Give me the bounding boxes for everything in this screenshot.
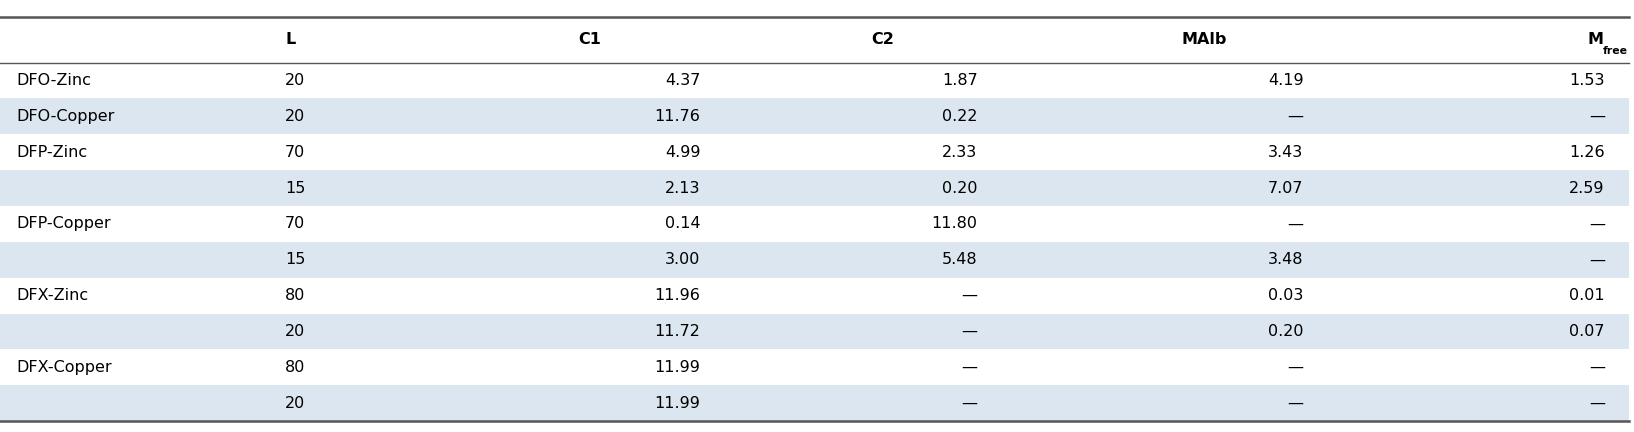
Text: L: L bbox=[284, 32, 296, 48]
Text: —: — bbox=[961, 288, 977, 303]
Text: —: — bbox=[1288, 396, 1304, 411]
Text: —: — bbox=[1288, 109, 1304, 124]
Text: 11.76: 11.76 bbox=[655, 109, 701, 124]
Text: 11.99: 11.99 bbox=[655, 360, 701, 375]
Text: —: — bbox=[1588, 216, 1605, 232]
Text: 5.48: 5.48 bbox=[941, 252, 977, 267]
Text: 80: 80 bbox=[284, 288, 306, 303]
Text: MAlb: MAlb bbox=[1181, 32, 1227, 48]
Text: DFO-Zinc: DFO-Zinc bbox=[16, 73, 92, 88]
Bar bbox=[0, 385, 1629, 421]
Text: 0.01: 0.01 bbox=[1569, 288, 1605, 303]
Text: 2.59: 2.59 bbox=[1569, 181, 1605, 196]
Text: —: — bbox=[1288, 216, 1304, 232]
Text: 20: 20 bbox=[284, 324, 306, 339]
Text: 11.80: 11.80 bbox=[931, 216, 977, 232]
Bar bbox=[0, 242, 1629, 278]
Text: —: — bbox=[1588, 360, 1605, 375]
Text: —: — bbox=[1588, 252, 1605, 267]
Bar bbox=[0, 206, 1629, 242]
Text: C2: C2 bbox=[871, 32, 894, 48]
Text: 20: 20 bbox=[284, 109, 306, 124]
Text: 0.03: 0.03 bbox=[1268, 288, 1304, 303]
Text: 70: 70 bbox=[284, 145, 306, 160]
Text: 11.99: 11.99 bbox=[655, 396, 701, 411]
Text: —: — bbox=[1288, 360, 1304, 375]
Text: 1.53: 1.53 bbox=[1569, 73, 1605, 88]
Bar bbox=[0, 134, 1629, 170]
Text: DFO-Copper: DFO-Copper bbox=[16, 109, 114, 124]
Bar bbox=[0, 17, 1629, 63]
Text: 3.43: 3.43 bbox=[1268, 145, 1304, 160]
Text: 20: 20 bbox=[284, 73, 306, 88]
Text: DFX-Copper: DFX-Copper bbox=[16, 360, 111, 375]
Text: DFP-Zinc: DFP-Zinc bbox=[16, 145, 87, 160]
Text: C1: C1 bbox=[578, 32, 601, 48]
Text: 15: 15 bbox=[284, 252, 306, 267]
Text: 4.19: 4.19 bbox=[1268, 73, 1304, 88]
Text: —: — bbox=[961, 396, 977, 411]
Text: —: — bbox=[1588, 396, 1605, 411]
Text: 4.37: 4.37 bbox=[665, 73, 701, 88]
Text: 2.33: 2.33 bbox=[943, 145, 977, 160]
Text: free: free bbox=[1603, 46, 1627, 56]
Text: 1.26: 1.26 bbox=[1569, 145, 1605, 160]
Text: 1.87: 1.87 bbox=[941, 73, 977, 88]
Text: 15: 15 bbox=[284, 181, 306, 196]
Bar bbox=[0, 314, 1629, 349]
Bar bbox=[0, 63, 1629, 98]
Bar bbox=[0, 278, 1629, 314]
Text: 4.99: 4.99 bbox=[665, 145, 701, 160]
Text: 0.20: 0.20 bbox=[1268, 324, 1304, 339]
Text: 0.14: 0.14 bbox=[665, 216, 701, 232]
Text: 7.07: 7.07 bbox=[1268, 181, 1304, 196]
Text: 70: 70 bbox=[284, 216, 306, 232]
Text: M: M bbox=[1587, 32, 1603, 48]
Text: 3.00: 3.00 bbox=[665, 252, 701, 267]
Bar bbox=[0, 98, 1629, 134]
Text: —: — bbox=[961, 360, 977, 375]
Text: 20: 20 bbox=[284, 396, 306, 411]
Text: 3.48: 3.48 bbox=[1268, 252, 1304, 267]
Text: —: — bbox=[1588, 109, 1605, 124]
Text: 0.22: 0.22 bbox=[943, 109, 977, 124]
Bar bbox=[0, 170, 1629, 206]
Text: 0.20: 0.20 bbox=[943, 181, 977, 196]
Bar bbox=[0, 349, 1629, 385]
Text: DFX-Zinc: DFX-Zinc bbox=[16, 288, 88, 303]
Text: 11.96: 11.96 bbox=[655, 288, 701, 303]
Text: 11.72: 11.72 bbox=[655, 324, 701, 339]
Text: 2.13: 2.13 bbox=[665, 181, 701, 196]
Text: 80: 80 bbox=[284, 360, 306, 375]
Text: —: — bbox=[961, 324, 977, 339]
Text: 0.07: 0.07 bbox=[1569, 324, 1605, 339]
Text: DFP-Copper: DFP-Copper bbox=[16, 216, 111, 232]
